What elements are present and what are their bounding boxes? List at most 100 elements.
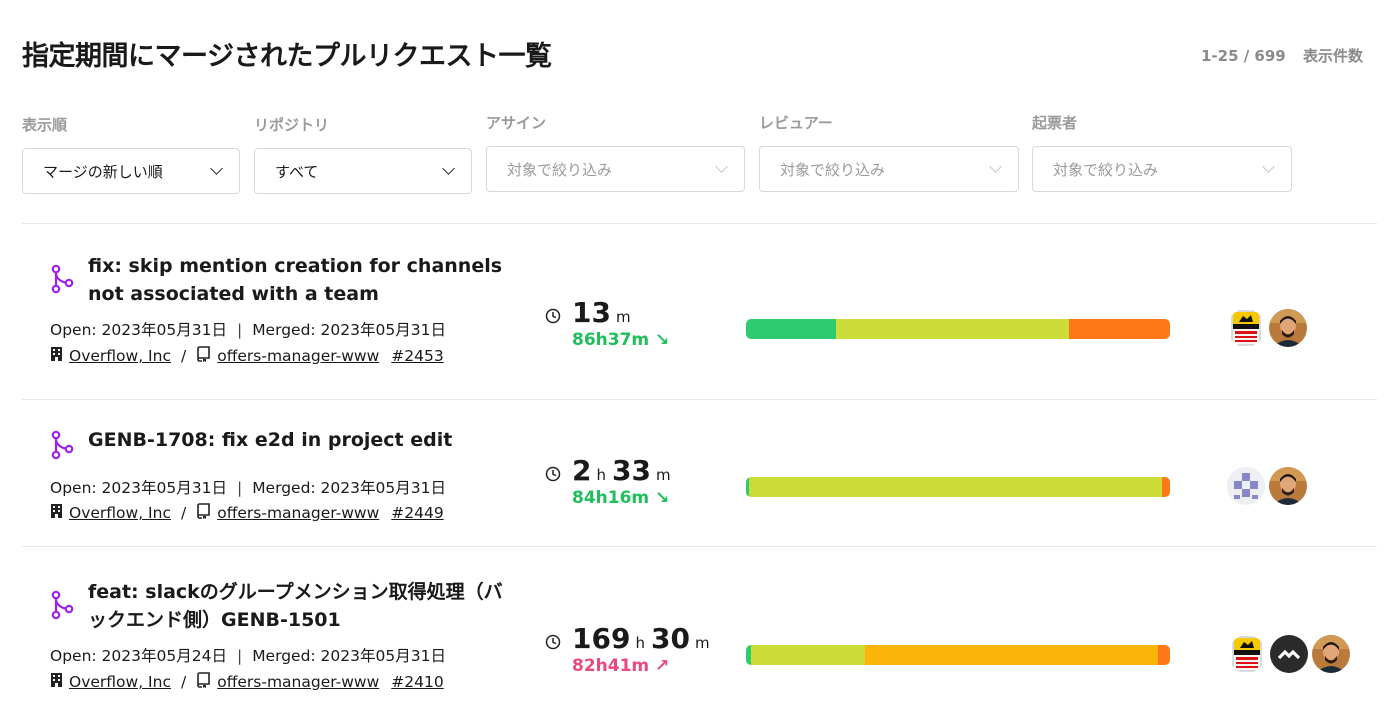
assignee-select[interactable]: 対象で絞り込み bbox=[486, 146, 745, 192]
pr-number-link[interactable]: #2449 bbox=[391, 504, 444, 522]
pr-row: GENB-1708: fix e2d in project edit Open: … bbox=[0, 426, 1400, 574]
select-value: 対象で絞り込み bbox=[780, 160, 886, 179]
avatar[interactable] bbox=[1269, 467, 1307, 505]
lead-time-delta: 84h16m ↘ bbox=[572, 488, 670, 508]
repository-icon bbox=[196, 503, 211, 523]
date-separator: | bbox=[236, 479, 243, 497]
clock-icon bbox=[545, 466, 561, 482]
bar-segment bbox=[746, 477, 749, 497]
pr-row: feat: slackのグループメンション取得処理（バックエンド側）GENB-1… bbox=[0, 576, 1400, 715]
path-separator: / bbox=[180, 673, 187, 691]
pr-number-link[interactable]: #2453 bbox=[391, 347, 444, 365]
chevron-down-icon bbox=[715, 160, 728, 173]
bar-segment bbox=[746, 319, 837, 339]
clock-icon bbox=[545, 308, 561, 324]
pr-dates: Open: 2023年05月31日 | Merged: 2023年05月31日 bbox=[50, 476, 446, 498]
pr-title[interactable]: fix: skip mention creation for channels … bbox=[88, 255, 503, 305]
participant-avatars bbox=[1227, 309, 1307, 347]
divider bbox=[22, 223, 1377, 224]
chevron-down-icon bbox=[1262, 160, 1275, 173]
pr-title[interactable]: feat: slackのグループメンション取得処理（バックエンド側）GENB-1… bbox=[88, 581, 503, 631]
lead-time-value: 13 bbox=[572, 296, 611, 329]
pr-dates: Open: 2023年05月31日 | Merged: 2023年05月31日 bbox=[50, 318, 446, 340]
path-separator: / bbox=[180, 347, 187, 365]
open-date: Open: 2023年05月31日 bbox=[50, 321, 227, 339]
merged-pr-icon bbox=[50, 590, 76, 620]
avatar[interactable] bbox=[1270, 635, 1308, 673]
merged-date: Merged: 2023年05月31日 bbox=[252, 479, 446, 497]
filter-reviewer: レビュアー対象で絞り込み bbox=[759, 112, 1019, 192]
select-value: 対象で絞り込み bbox=[1053, 160, 1159, 179]
divider bbox=[22, 546, 1377, 547]
bar-segment bbox=[836, 319, 1069, 339]
merged-pr-icon bbox=[50, 264, 76, 294]
date-separator: | bbox=[236, 321, 243, 339]
path-separator: / bbox=[180, 504, 187, 522]
lead-time-value: 2 bbox=[572, 454, 592, 487]
lead-time-unit: m bbox=[615, 308, 631, 326]
org-link[interactable]: Overflow, Inc bbox=[69, 504, 171, 522]
filter-label: レビュアー bbox=[759, 114, 833, 132]
lead-time-breakdown-bar bbox=[746, 319, 1170, 339]
lead-time-value: 30 bbox=[650, 622, 690, 655]
lead-time-breakdown-bar bbox=[746, 477, 1170, 497]
lead-time-unit: m bbox=[694, 634, 710, 652]
avatar[interactable] bbox=[1227, 309, 1265, 347]
bar-segment bbox=[1068, 319, 1170, 339]
sort-order-select[interactable]: マージの新しい順 bbox=[22, 148, 240, 194]
filter-assignee: アサイン対象で絞り込み bbox=[486, 112, 745, 192]
page-size-selector[interactable]: 表示件数 bbox=[1302, 47, 1363, 65]
pr-dates: Open: 2023年05月24日 | Merged: 2023年05月31日 bbox=[50, 644, 446, 666]
page-title: 指定期間にマージされたプルリクエスト一覧 bbox=[22, 41, 552, 72]
open-date: Open: 2023年05月24日 bbox=[50, 647, 227, 665]
chevron-down-icon bbox=[210, 162, 223, 175]
chevron-down-icon bbox=[989, 160, 1002, 173]
avatar[interactable] bbox=[1227, 467, 1265, 505]
chevron-down-icon bbox=[442, 162, 455, 175]
author-select[interactable]: 対象で絞り込み bbox=[1032, 146, 1292, 192]
bar-segment bbox=[1161, 477, 1170, 497]
avatar[interactable] bbox=[1312, 635, 1350, 673]
select-value: 対象で絞り込み bbox=[507, 160, 613, 179]
range-text: 1-25 / 699 bbox=[1200, 47, 1286, 65]
organization-icon bbox=[50, 346, 63, 366]
bar-segment bbox=[746, 645, 752, 665]
lead-time-delta: 82h41m ↗ bbox=[572, 656, 670, 676]
reviewer-select[interactable]: 対象で絞り込み bbox=[759, 146, 1019, 192]
lead-time-value: 169 bbox=[572, 622, 631, 655]
avatar[interactable] bbox=[1269, 309, 1307, 347]
org-link[interactable]: Overflow, Inc bbox=[69, 673, 171, 691]
lead-time-breakdown-bar bbox=[746, 645, 1170, 665]
avatar[interactable] bbox=[1228, 635, 1266, 673]
pagination-info: 1-25 / 699 表示件数 bbox=[1189, 45, 1363, 66]
lead-time-unit: h bbox=[596, 466, 606, 484]
pr-number-link[interactable]: #2410 bbox=[391, 673, 444, 691]
pr-title[interactable]: GENB-1708: fix e2d in project edit bbox=[88, 429, 453, 451]
merged-date: Merged: 2023年05月31日 bbox=[252, 321, 446, 339]
repository-icon bbox=[196, 672, 211, 692]
bar-segment bbox=[751, 645, 866, 665]
bar-segment bbox=[748, 477, 1162, 497]
pr-links: Overflow, Inc / offers-manager-www #2449 bbox=[50, 503, 444, 523]
repo-link[interactable]: offers-manager-www bbox=[217, 504, 380, 522]
filter-label: 表示順 bbox=[22, 116, 68, 134]
org-link[interactable]: Overflow, Inc bbox=[69, 347, 171, 365]
clock-icon bbox=[545, 634, 561, 650]
lead-time-value: 33 bbox=[612, 454, 651, 487]
repo-link[interactable]: offers-manager-www bbox=[217, 673, 380, 691]
select-value: マージの新しい順 bbox=[43, 162, 163, 181]
filter-label: 起票者 bbox=[1032, 114, 1078, 132]
organization-icon bbox=[50, 672, 63, 692]
lead-time: 13 m bbox=[572, 296, 637, 329]
repo-link[interactable]: offers-manager-www bbox=[217, 347, 380, 365]
filter-label: アサイン bbox=[486, 114, 547, 132]
filter-repository: リポジトリ すべて bbox=[254, 114, 472, 194]
date-separator: | bbox=[236, 647, 243, 665]
pr-row: fix: skip mention creation for channels … bbox=[0, 250, 1400, 398]
lead-time-delta: 86h37m ↘ bbox=[572, 330, 670, 350]
filter-sort-order: 表示順マージの新しい順 bbox=[22, 114, 240, 194]
merged-date: Merged: 2023年05月31日 bbox=[252, 647, 446, 665]
participant-avatars bbox=[1227, 467, 1307, 505]
pr-links: Overflow, Inc / offers-manager-www #2410 bbox=[50, 672, 444, 692]
repository-select[interactable]: すべて bbox=[254, 148, 472, 194]
